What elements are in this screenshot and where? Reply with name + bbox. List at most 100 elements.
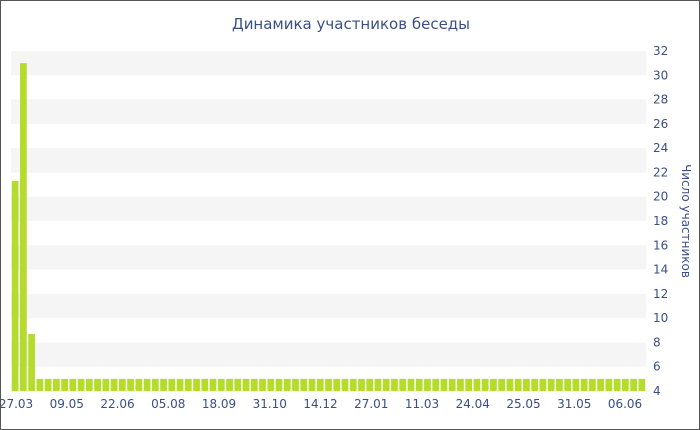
bar [168,378,176,391]
bar [382,378,390,391]
bar [498,378,506,391]
grid-band [11,196,646,221]
y-tick-label: 6 [653,360,661,374]
bar [514,378,522,391]
bar [481,378,489,391]
bar [622,378,629,391]
bar [176,378,184,391]
bar [473,378,481,391]
bar [374,378,382,391]
x-tick-label: 27.01 [354,397,388,411]
x-tick-label: 09.05 [50,397,84,411]
bar [316,378,324,391]
grid-band [11,148,646,173]
x-axis-ticks: 27.03 09.05 22.06 05.08 18.09 31.10 14.12 27.01… [1,397,642,411]
bar [457,378,464,391]
bar [217,378,225,391]
y-tick-label: 32 [653,44,668,58]
bar [547,378,555,391]
bar [242,378,250,391]
bar [184,378,192,391]
bar [580,378,588,391]
bar [613,378,621,391]
bar [44,378,52,391]
bar [234,378,242,391]
bar [135,378,143,391]
bar [399,378,407,391]
grid-band [11,99,646,124]
x-tick-label: 31.05 [557,397,591,411]
bar [267,378,275,391]
bar [77,378,85,391]
bar [28,333,35,391]
y-tick-label: 20 [653,190,668,204]
bar [250,378,258,391]
y-tick-label: 12 [653,287,668,301]
bar [432,378,440,391]
grid-bands [11,51,646,367]
bars [11,63,646,391]
y-tick-label: 22 [653,165,668,179]
grid-band [11,51,646,76]
y-tick-label: 18 [653,214,668,228]
bar [440,378,448,391]
bar [300,378,308,391]
bar [572,378,580,391]
bar [151,378,159,391]
x-tick-label: 18.09 [202,397,236,411]
bar [333,378,341,391]
bar [407,378,415,391]
bar [19,63,27,391]
bar [226,378,233,391]
y-tick-label: 14 [653,263,668,277]
x-tick-label: 11.03 [405,397,439,411]
bar [523,378,530,391]
y-axis-ticks: 4 6 8 10 12 14 16 18 20 22 24 26 28 30 32 [653,44,668,398]
y-tick-label: 16 [653,238,668,252]
y-axis-label: Число участников [679,164,693,278]
y-tick-label: 28 [653,93,668,107]
bar [102,378,110,391]
bar [539,378,547,391]
grid-band [11,245,646,270]
bar [143,378,151,391]
bar [589,378,596,391]
bar [110,378,118,391]
bar [193,378,200,391]
bar [391,378,398,391]
bar [349,378,357,391]
x-tick-label: 22.06 [100,397,134,411]
bar [283,378,291,391]
bar [36,378,44,391]
bar [325,378,332,391]
x-tick-label: 24.04 [456,397,490,411]
bar [341,378,349,391]
bar [358,378,365,391]
bar [531,378,539,391]
y-tick-label: 26 [653,117,668,131]
bar [308,378,316,391]
bar [160,378,167,391]
bar [275,378,283,391]
bar [506,378,514,391]
bar [118,378,126,391]
x-tick-label: 14.12 [303,397,337,411]
grid-band [11,293,646,319]
y-tick-label: 8 [653,335,661,349]
x-tick-label: 05.08 [151,397,185,411]
bar [630,378,638,391]
bar [638,378,646,391]
bar [366,378,374,391]
y-tick-label: 10 [653,311,668,325]
bar [415,378,423,391]
bar [61,378,68,391]
bar [564,378,572,391]
bar [94,378,101,391]
y-tick-label: 30 [653,68,668,82]
bar [424,378,431,391]
bar [52,378,60,391]
y-tick-label: 4 [653,384,661,398]
bar [11,180,19,391]
bar [605,378,613,391]
